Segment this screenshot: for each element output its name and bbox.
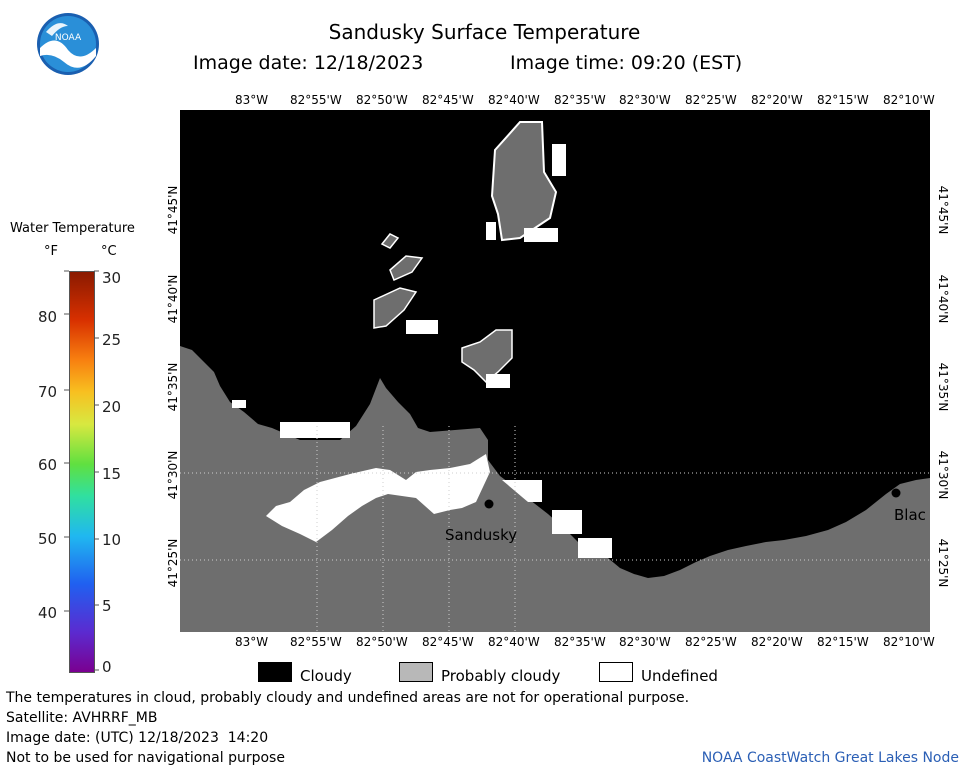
marblehead-area [461, 329, 513, 384]
lon-bottom-82-55w: 82°55'W [290, 635, 342, 649]
undefined-strip-west [266, 454, 490, 542]
legend-swatch-cloudy [258, 662, 292, 682]
lon-top-82-15w: 82°15'W [817, 93, 869, 107]
f-tick-80: 80 [38, 308, 58, 326]
lon-bottom-82-35w: 82°35'W [554, 635, 606, 649]
c-tick-15: 15 [102, 465, 122, 483]
undefined-patch-2 [578, 538, 612, 558]
lon-top-82-25w: 82°25'W [685, 93, 737, 107]
lon-top-83w: 83°W [235, 93, 269, 107]
lat-left-41-35n: 41°35'N [166, 362, 180, 412]
lon-top-82-20w: 82°20'W [751, 93, 803, 107]
credit-link[interactable]: NOAA CoastWatch Great Lakes Node [701, 750, 959, 766]
bass-island-1 [380, 233, 400, 249]
lon-top-82-10w: 82°10'W [883, 93, 935, 107]
undefined-patch-4 [280, 422, 350, 438]
lat-right-41-30n: 41°30'N [936, 450, 950, 500]
lat-right-41-45n: 41°45'N [936, 185, 950, 235]
f-tick-60: 60 [38, 456, 58, 474]
lon-top-82-30w: 82°30'W [619, 93, 671, 107]
f-tick-40: 40 [38, 604, 58, 622]
lon-top-82-50w: 82°50'W [356, 93, 408, 107]
c-tick-10: 10 [102, 531, 122, 549]
lon-top-82-35w: 82°35'W [554, 93, 606, 107]
c-tick-30: 30 [102, 269, 122, 287]
lon-bottom-82-45w: 82°45'W [422, 635, 474, 649]
lon-bottom-82-20w: 82°20'W [751, 635, 803, 649]
lat-right-41-40n: 41°40'N [936, 274, 950, 324]
nav-warning-text: Not to be used for navigational purpose [6, 750, 285, 766]
image-time: Image time: 09:20 (EST) [510, 52, 743, 74]
legend-swatch-undefined [599, 662, 633, 682]
land-area [180, 346, 930, 632]
undefined-patch-3 [232, 400, 246, 408]
graticule [180, 426, 930, 632]
lon-bottom-83w: 83°W [235, 635, 269, 649]
colorbar-ticks [64, 270, 99, 671]
lat-left-41-30n: 41°30'N [166, 450, 180, 500]
lon-top-82-45w: 82°45'W [422, 93, 474, 107]
lon-bottom-82-30w: 82°30'W [619, 635, 671, 649]
legend-swatch-probably-cloudy [399, 662, 433, 682]
legend-label-probably-cloudy: Probably cloudy [441, 667, 561, 685]
colorbar [69, 271, 95, 673]
kelleys-island-area [490, 121, 558, 242]
bass-island-undefined [406, 320, 438, 334]
f-tick-70: 70 [38, 383, 58, 401]
marblehead-undefined [486, 374, 510, 388]
bass-island-2 [389, 255, 424, 282]
undefined-strip-east [502, 480, 542, 502]
blac-label: Blac [894, 506, 926, 524]
bass-island-3 [373, 287, 418, 329]
lon-top-82-40w: 82°40'W [488, 93, 540, 107]
lat-right-41-35n: 41°35'N [936, 362, 950, 412]
sandusky-label: Sandusky [445, 526, 518, 544]
colorbar-unit-f: °F [44, 244, 58, 259]
lat-left-41-45n: 41°45'N [166, 185, 180, 235]
utc-date-text: Image date: (UTC) 12/18/2023 14:20 [6, 730, 269, 746]
satellite-text: Satellite: AVHRRF_MB [6, 710, 158, 726]
lat-left-41-25n: 41°25'N [166, 538, 180, 588]
lat-left-41-40n: 41°40'N [166, 274, 180, 324]
noaa-logo: NOAA [36, 12, 100, 76]
lat-right-41-25n: 41°25'N [936, 538, 950, 588]
c-tick-20: 20 [102, 398, 122, 416]
lon-bottom-82-10w: 82°10'W [883, 635, 935, 649]
sandusky-marker [484, 499, 494, 509]
image-date: Image date: 12/18/2023 [193, 52, 424, 74]
c-tick-25: 25 [102, 331, 122, 349]
lon-bottom-82-40w: 82°40'W [488, 635, 540, 649]
lon-bottom-82-15w: 82°15'W [817, 635, 869, 649]
c-tick-5: 5 [102, 597, 112, 615]
blac-marker [891, 488, 901, 498]
kelleys-undefined [486, 222, 496, 240]
map-panel [180, 110, 930, 632]
lon-top-82-55w: 82°55'W [290, 93, 342, 107]
f-tick-50: 50 [38, 530, 58, 548]
colorbar-title: Water Temperature [10, 221, 135, 236]
lon-bottom-82-25w: 82°25'W [685, 635, 737, 649]
svg-text:NOAA: NOAA [55, 33, 82, 43]
kelleys-undefined-3 [552, 144, 566, 176]
disclaimer-text: The temperatures in cloud, probably clou… [6, 690, 690, 706]
map-title: Sandusky Surface Temperature [328, 20, 641, 44]
legend-label-cloudy: Cloudy [300, 667, 352, 685]
kelleys-undefined-2 [524, 228, 558, 242]
legend-label-undefined: Undefined [641, 667, 718, 685]
colorbar-unit-c: °C [101, 244, 117, 259]
c-tick-0: 0 [102, 658, 112, 676]
undefined-patch-1 [552, 510, 582, 534]
lon-bottom-82-50w: 82°50'W [356, 635, 408, 649]
